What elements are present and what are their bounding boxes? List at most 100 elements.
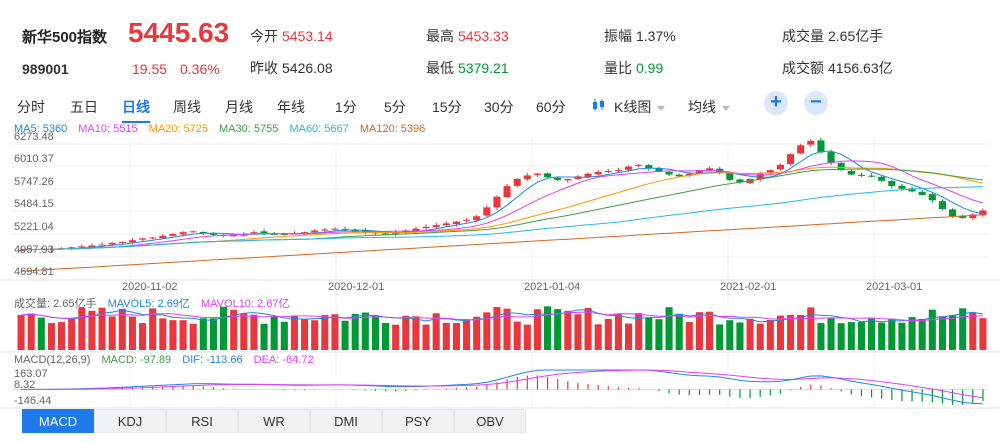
candle-body: [493, 196, 501, 208]
candle-body: [787, 154, 795, 164]
volume-bar: [959, 308, 967, 350]
volume-bar: [817, 323, 825, 350]
candle-body: [706, 168, 714, 171]
candle-body: [938, 201, 946, 210]
volume-bar: [554, 309, 562, 350]
volume-bar: [827, 318, 835, 350]
volume-bar: [351, 313, 359, 350]
candle-body: [270, 233, 278, 235]
volume-bar: [513, 321, 521, 350]
volume-bar: [88, 310, 96, 350]
candle-body: [473, 216, 481, 221]
tab-five-day[interactable]: 五日: [70, 99, 98, 115]
ma-legend: MA5: 5360 MA10: 5515 MA20: 5725 MA30: 57…: [14, 123, 433, 135]
volume-bar: [493, 307, 501, 350]
tab-macd[interactable]: MACD: [22, 409, 94, 433]
volume-bar: [544, 306, 552, 350]
ma-select[interactable]: 均线: [688, 97, 730, 117]
candle-body: [331, 228, 339, 230]
tab-yearly[interactable]: 年线: [277, 99, 305, 115]
minus-icon: −: [810, 91, 822, 113]
candle-body: [766, 170, 774, 174]
volume-bar: [220, 306, 228, 350]
tab-15min[interactable]: 15分: [432, 99, 462, 115]
tab-obv[interactable]: OBV: [454, 409, 526, 433]
volume-bar: [230, 309, 238, 350]
volume-bar: [331, 314, 339, 350]
candle-body: [969, 214, 977, 219]
candle-body: [159, 235, 167, 239]
candle-body: [827, 152, 835, 164]
candle-body: [888, 180, 896, 187]
candle-body: [594, 171, 602, 175]
macd-tick: 163.07: [14, 368, 48, 380]
candle-body: [756, 173, 764, 180]
volume-bar: [868, 318, 876, 350]
zoom-out-button[interactable]: −: [804, 91, 828, 115]
tab-daily[interactable]: 日线: [122, 99, 150, 123]
volume-bar: [473, 316, 481, 350]
volume-bar: [27, 313, 35, 350]
volume-bar: [17, 314, 25, 350]
tab-5min[interactable]: 5分: [384, 99, 406, 115]
ma5-line: [21, 150, 984, 251]
candle-body: [463, 219, 471, 221]
dea-value: DEA: -64.72: [253, 354, 314, 366]
macd-title: MACD(12,26,9): [14, 354, 91, 366]
volume-bar: [118, 308, 126, 350]
candle-body: [928, 194, 936, 201]
tab-intraday[interactable]: 分时: [17, 99, 45, 115]
volume-bar: [837, 323, 845, 350]
volume-bar: [422, 324, 430, 350]
candle-body: [513, 178, 521, 186]
volume-bar: [888, 318, 896, 350]
volume-bar: [635, 313, 643, 350]
candle-body: [128, 240, 136, 243]
tab-1min[interactable]: 1分: [335, 99, 357, 115]
chart-type-select[interactable]: K线图: [614, 97, 666, 117]
amplitude-stat: 振幅 1.37%: [604, 28, 676, 44]
zoom-in-button[interactable]: +: [764, 91, 788, 115]
volume-bar: [614, 313, 622, 350]
volume-bar: [938, 316, 946, 350]
candle-body: [78, 246, 86, 248]
volume-bar: [199, 318, 207, 350]
volume-bar: [78, 307, 86, 350]
tab-kdj[interactable]: KDJ: [94, 409, 166, 433]
volume-bar: [98, 307, 106, 350]
volume-bar: [250, 314, 258, 350]
volume-ratio-stat: 量比 0.99: [604, 60, 664, 76]
tab-60min[interactable]: 60分: [536, 99, 566, 115]
tab-weekly[interactable]: 周线: [173, 99, 201, 115]
tab-30min[interactable]: 30分: [484, 99, 514, 115]
tab-rsi[interactable]: RSI: [166, 409, 238, 433]
candle-body: [918, 191, 926, 195]
candle-body: [635, 164, 643, 166]
candle-body: [908, 188, 916, 192]
volume-bar: [898, 322, 906, 350]
tab-psy[interactable]: PSY: [382, 409, 454, 433]
candle-body: [847, 170, 855, 175]
volume-bar: [452, 323, 460, 350]
volume-bar: [716, 324, 724, 350]
volume-bar: [645, 317, 653, 350]
volume-bar: [412, 316, 420, 350]
low-stat: 最低 5379.21: [426, 60, 509, 76]
tab-dmi[interactable]: DMI: [310, 409, 382, 433]
candle-body: [625, 166, 633, 170]
volume-bar: [301, 319, 309, 350]
date-tick: 2020-12-01: [328, 281, 385, 293]
volume-bar: [695, 312, 703, 350]
volume-bar: [260, 323, 268, 350]
volume-bar: [523, 324, 531, 350]
volume-bar: [128, 316, 136, 350]
volume-bar: [432, 313, 440, 350]
index-code: 989001: [22, 61, 69, 77]
candle-body: [422, 226, 430, 229]
tab-wr[interactable]: WR: [238, 409, 310, 433]
tab-monthly[interactable]: 月线: [225, 99, 253, 115]
volume-bar: [564, 310, 572, 350]
candle-body: [604, 171, 612, 173]
mavol10-label: MAVOL10: 2.67亿: [201, 298, 290, 310]
